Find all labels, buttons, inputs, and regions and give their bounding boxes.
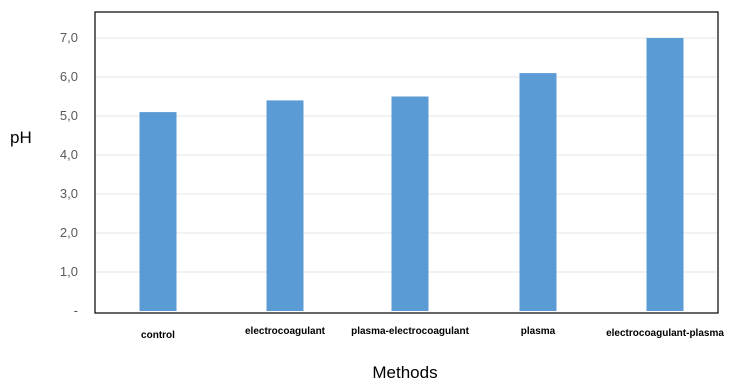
gridlines xyxy=(96,37,717,273)
y-tick-label: 1,0 xyxy=(60,264,78,279)
y-tick-label: 5,0 xyxy=(60,108,78,123)
bar xyxy=(139,112,177,311)
y-tick-label: 6,0 xyxy=(60,69,78,84)
category-label: plasma-electrocoagulant xyxy=(351,326,469,337)
y-axis-title: pH xyxy=(10,128,32,147)
y-tick-label: 2,0 xyxy=(60,225,78,240)
y-tick-labels: - 1,0 2,0 3,0 4,0 5,0 6,0 7,0 xyxy=(60,30,78,318)
y-tick-label: - xyxy=(74,303,78,318)
y-tick-label: 3,0 xyxy=(60,186,78,201)
bar xyxy=(519,73,557,311)
y-tick-label: 7,0 xyxy=(60,30,78,45)
bars xyxy=(139,38,684,312)
plot-frame xyxy=(94,11,719,314)
bar xyxy=(266,100,304,312)
y-tick-label: 4,0 xyxy=(60,147,78,162)
category-labels: control electrocoagulant plasma-electrocoa… xyxy=(141,326,724,341)
x-axis-title: Methods xyxy=(372,363,437,382)
category-label: control xyxy=(141,330,175,341)
bar xyxy=(391,96,429,311)
bar xyxy=(646,38,684,311)
category-label: plasma xyxy=(521,326,556,337)
category-label: electrocoagulant-plasma xyxy=(606,328,724,339)
category-label: electrocoagulant xyxy=(245,326,326,337)
